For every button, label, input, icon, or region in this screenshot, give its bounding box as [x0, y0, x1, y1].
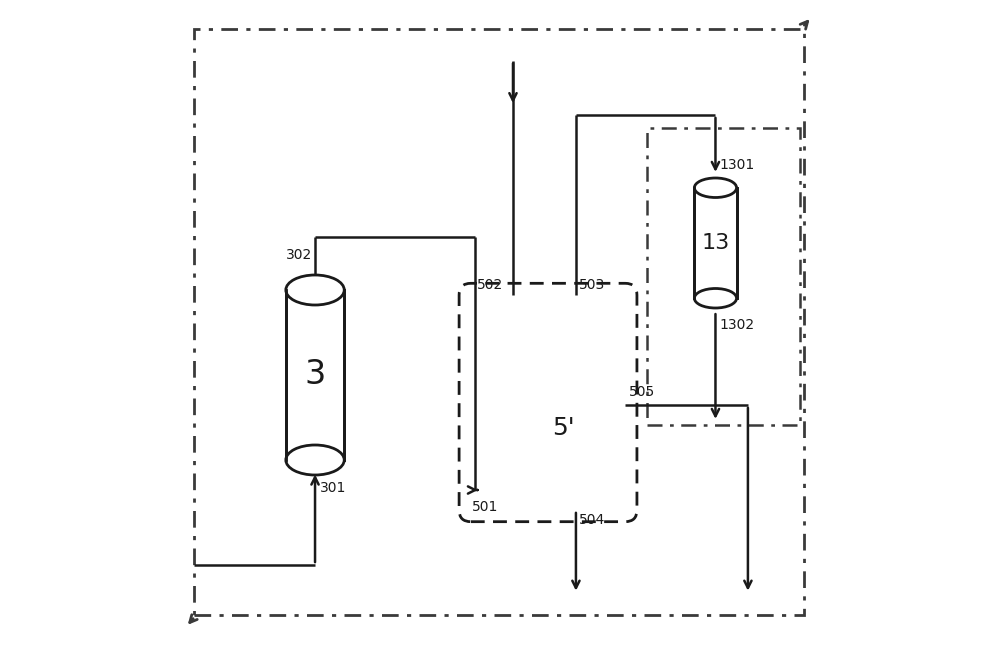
Text: 1302: 1302 — [719, 318, 754, 332]
Ellipse shape — [286, 275, 344, 305]
Text: 504: 504 — [579, 513, 605, 527]
Text: 13: 13 — [701, 233, 730, 253]
Bar — [286, 290, 344, 460]
Text: 3: 3 — [304, 358, 326, 391]
Text: 5': 5' — [552, 416, 575, 440]
Text: 301: 301 — [320, 482, 347, 495]
Ellipse shape — [694, 289, 737, 308]
Text: 505: 505 — [629, 384, 655, 398]
Text: 503: 503 — [579, 278, 605, 292]
Text: 1301: 1301 — [719, 158, 755, 172]
Ellipse shape — [694, 178, 737, 197]
Ellipse shape — [286, 445, 344, 475]
Text: 502: 502 — [477, 278, 503, 292]
Text: 501: 501 — [471, 500, 498, 514]
Bar — [694, 188, 737, 299]
Text: 302: 302 — [286, 248, 312, 262]
